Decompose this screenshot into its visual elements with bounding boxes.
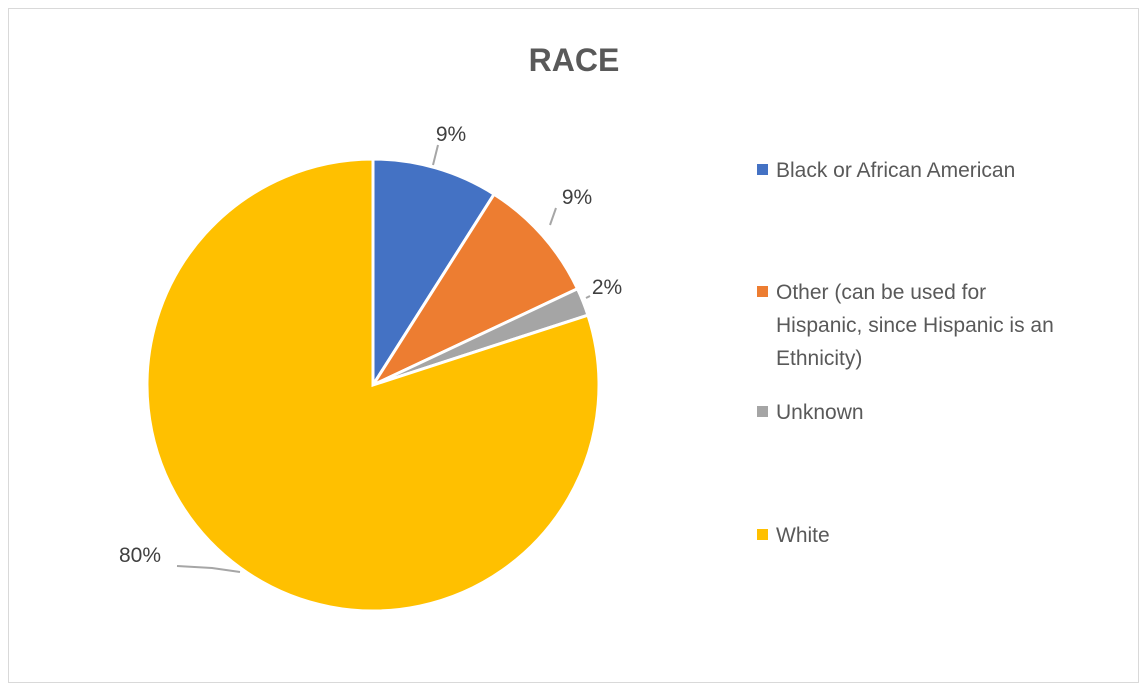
legend-label-2-line-1: Other (can be used for (776, 281, 986, 304)
pie-slices (145, 157, 601, 613)
legend-item-2: Other (can be used for Hispanic, since Hi… (757, 281, 1054, 370)
legend-label-3-line-1: Unknown (776, 401, 864, 424)
data-label-3: 2% (592, 276, 622, 299)
legend: Black or African American Other (can be u… (757, 159, 1054, 547)
legend-label-2-line-3: Ethnicity) (776, 347, 862, 370)
legend-label-1-line-1: Black or African American (776, 159, 1015, 182)
leader-line-4 (176, 565, 241, 573)
legend-item-1: Black or African American (757, 159, 1015, 182)
legend-swatch-3 (757, 406, 768, 417)
leader-line-3 (585, 295, 591, 299)
legend-label-4-line-1: White (776, 524, 830, 547)
leader-line-2 (549, 207, 557, 226)
leader-line-1 (432, 144, 439, 166)
legend-swatch-4 (757, 529, 768, 540)
pie-slice-4 (145, 157, 601, 613)
legend-item-4: White (757, 524, 830, 547)
data-labels: 9% 9% 2% 80% (119, 123, 622, 567)
data-label-2: 9% (562, 186, 592, 209)
leader-lines (176, 144, 591, 573)
legend-item-3: Unknown (757, 401, 864, 424)
chart-title: RACE (529, 42, 620, 78)
data-label-4: 80% (119, 544, 161, 567)
legend-swatch-2 (757, 286, 768, 297)
pie-slice-2 (368, 192, 580, 389)
legend-label-2-line-2: Hispanic, since Hispanic is an (776, 314, 1054, 337)
data-label-1: 9% (436, 123, 466, 146)
legend-swatch-1 (757, 164, 768, 175)
pie-slice-1 (371, 157, 497, 391)
